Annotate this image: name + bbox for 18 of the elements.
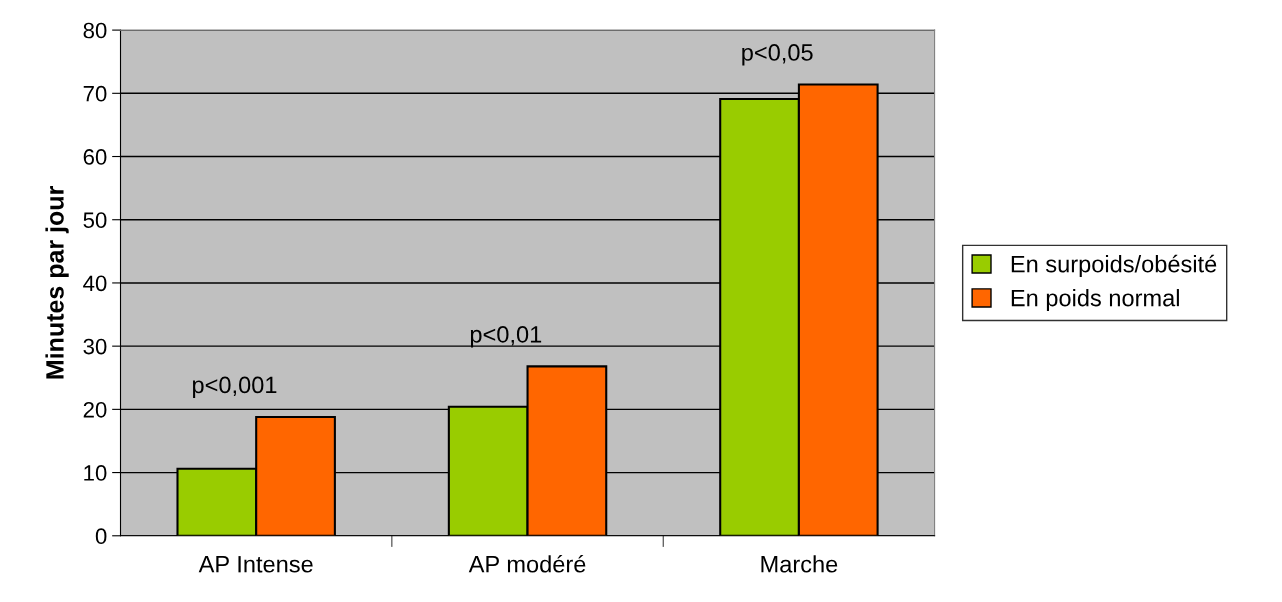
y-tick-label: 20	[83, 401, 107, 418]
y-tick-label: 50	[83, 212, 107, 228]
y-axis-title: Minutes par jour	[45, 186, 69, 379]
x-tick-label: Marche	[761, 555, 838, 573]
y-tick-label: 10	[84, 465, 107, 481]
legend-label: En poids normal	[1011, 289, 1179, 312]
y-tick-label: 30	[83, 338, 107, 355]
x-tick-label: AP Intense	[198, 556, 313, 573]
y-tick-label: 60	[83, 149, 107, 165]
y-tick-label: 80	[83, 22, 107, 39]
annotation: p<0,001	[193, 376, 277, 398]
legend-label: En surpoids/obésité	[1011, 254, 1217, 278]
y-tick-label: 40	[83, 275, 107, 292]
x-tick-label: AP modéré	[468, 554, 586, 573]
annotation: p<0,05	[742, 44, 813, 66]
annotation: p<0,01	[470, 326, 542, 348]
y-tick-label: 0	[95, 528, 107, 545]
y-tick-label: 70	[83, 85, 107, 102]
